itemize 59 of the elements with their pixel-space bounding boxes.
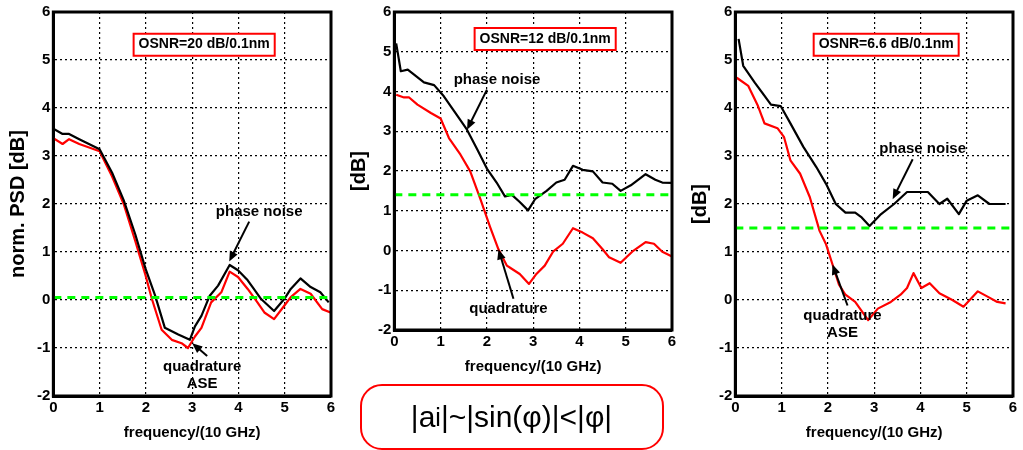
x-tick-label: 4 xyxy=(234,398,244,416)
annotation: quadrature xyxy=(469,299,548,317)
y-tick-label: -1 xyxy=(377,280,392,298)
y-tick-label: 0 xyxy=(41,290,51,308)
annotation: OSNR=12 dB/0.1nm xyxy=(479,29,611,46)
y-axis-title: norm. PSD [dB] xyxy=(5,130,28,278)
y-tick-label: 0 xyxy=(382,240,392,258)
x-tick-label: 5 xyxy=(962,398,971,416)
annotation: phase noise xyxy=(453,69,541,87)
y-tick-label: 4 xyxy=(41,98,51,116)
x-tick-label: 2 xyxy=(482,332,492,350)
annotation: OSNR=6.6 dB/0.1nm xyxy=(818,35,954,52)
x-tick-label: 6 xyxy=(1008,398,1018,416)
y-tick-label: 4 xyxy=(382,81,392,99)
y-tick-label: 6 xyxy=(723,2,733,20)
y-tick-label: 3 xyxy=(723,146,733,164)
x-tick-label: 4 xyxy=(575,332,585,350)
x-axis-title: frequency/(10 GHz) xyxy=(805,423,943,441)
annotation: quadrature ASE xyxy=(162,356,242,391)
y-tick-label: 4 xyxy=(723,98,733,116)
x-tick-label: 2 xyxy=(141,398,151,416)
x-tick-label: 1 xyxy=(777,398,786,416)
x-tick-label: 3 xyxy=(870,398,879,416)
annotation: phase noise xyxy=(879,139,967,157)
y-tick-label: -1 xyxy=(718,338,733,356)
y-tick-label: 3 xyxy=(41,146,51,164)
x-tick-label: 1 xyxy=(436,332,445,350)
x-tick-label: 3 xyxy=(188,398,197,416)
x-tick-label: 5 xyxy=(621,332,630,350)
y-axis-title: [dB] xyxy=(687,184,710,224)
y-tick-label: 2 xyxy=(41,194,51,212)
y-tick-label: 2 xyxy=(723,194,733,212)
annotation: OSNR=20 dB/0.1nm xyxy=(138,35,270,52)
y-tick-label: 0 xyxy=(723,290,733,308)
y-tick-label: 5 xyxy=(382,41,392,59)
y-tick-label: -2 xyxy=(36,386,51,404)
y-tick-label: 6 xyxy=(382,2,392,20)
x-tick-label: 3 xyxy=(529,332,538,350)
y-tick-label: -1 xyxy=(36,338,51,356)
y-tick-label: 3 xyxy=(382,121,392,139)
y-tick-label: 1 xyxy=(723,242,733,260)
x-tick-label: 1 xyxy=(95,398,104,416)
y-tick-label: -2 xyxy=(718,386,733,404)
annotation: phase noise xyxy=(215,201,303,219)
x-axis-title: frequency/(10 GHz) xyxy=(123,423,261,441)
x-tick-label: 2 xyxy=(823,398,833,416)
y-tick-label: 1 xyxy=(382,200,392,218)
x-tick-label: 6 xyxy=(667,332,677,350)
x-tick-label: 5 xyxy=(280,398,289,416)
y-axis-title: [dB] xyxy=(346,151,369,191)
y-tick-label: 6 xyxy=(41,2,51,20)
y-tick-label: 1 xyxy=(41,242,51,260)
x-tick-label: 4 xyxy=(916,398,926,416)
x-tick-label: 6 xyxy=(326,398,336,416)
y-tick-label: 5 xyxy=(723,50,733,68)
y-tick-label: -2 xyxy=(377,320,392,338)
x-axis-title: frequency/(10 GHz) xyxy=(464,357,602,375)
y-tick-label: 5 xyxy=(41,50,51,68)
y-tick-label: 2 xyxy=(382,161,392,179)
